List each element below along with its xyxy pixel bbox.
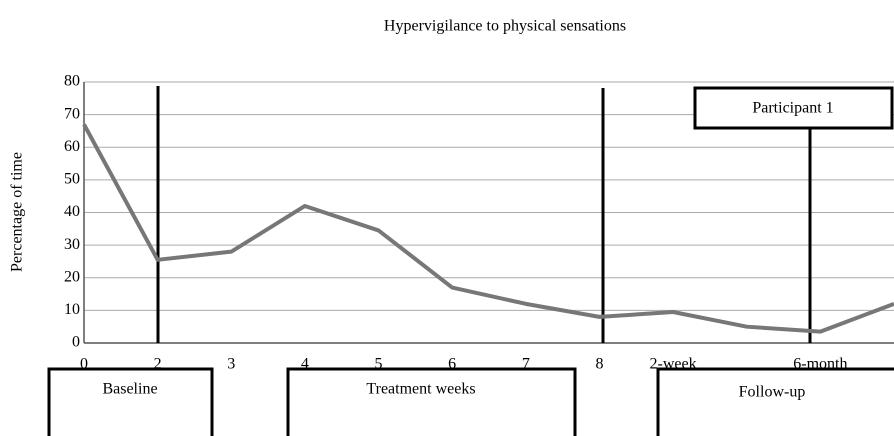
- y-tick-label: 50: [64, 171, 80, 188]
- y-tick-label: 30: [64, 236, 80, 253]
- x-tick-label: 2-week: [650, 356, 697, 373]
- x-tick-label: 2: [154, 356, 162, 373]
- x-tick-label: 5: [375, 356, 383, 373]
- x-tick-label: 7: [522, 356, 530, 373]
- phase-label: Follow-up: [739, 384, 806, 401]
- legend-entry: Participant 1: [752, 100, 833, 117]
- y-tick-label: 80: [64, 73, 80, 90]
- y-tick-label: 0: [72, 334, 80, 351]
- chart-title: Hypervigilance to physical sensations: [384, 18, 626, 35]
- y-axis-label: Percentage of time: [9, 152, 26, 272]
- x-tick-label: 6-month: [793, 356, 847, 373]
- legend-box: [693, 86, 894, 130]
- y-tick-label: 70: [64, 105, 80, 122]
- data-line: [82, 123, 894, 334]
- x-tick-label: 6: [448, 356, 456, 373]
- phase-label: Treatment weeks: [366, 381, 475, 398]
- y-tick-label: 20: [64, 268, 80, 285]
- phase-box: [286, 367, 577, 436]
- x-tick-label: 0: [80, 356, 88, 373]
- x-tick-label: 3: [227, 356, 235, 373]
- y-tick-label: 60: [64, 138, 80, 155]
- y-tick-label: 40: [64, 203, 80, 220]
- x-tick-label: 4: [301, 356, 309, 373]
- y-tick-label: 10: [64, 301, 80, 318]
- grid: [83, 81, 894, 344]
- phase-box: [47, 367, 214, 436]
- phase-box: [656, 367, 894, 436]
- x-tick-label: 8: [595, 356, 603, 373]
- phase-label: Baseline: [102, 381, 157, 398]
